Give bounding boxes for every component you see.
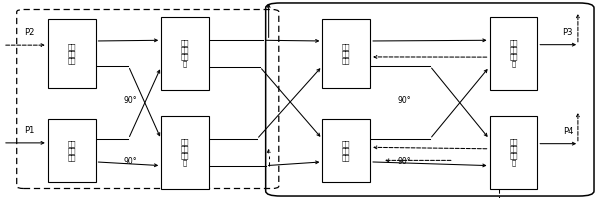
Text: P1: P1 bbox=[24, 126, 34, 135]
FancyBboxPatch shape bbox=[490, 17, 537, 90]
FancyBboxPatch shape bbox=[48, 19, 96, 88]
FancyBboxPatch shape bbox=[161, 116, 209, 189]
Text: 90°: 90° bbox=[124, 157, 137, 166]
FancyBboxPatch shape bbox=[161, 17, 209, 90]
Text: 二级
微波
电桥: 二级 微波 电桥 bbox=[342, 140, 350, 161]
Text: 二级
微波
电桥: 二级 微波 电桥 bbox=[342, 43, 350, 64]
Text: 一级
微波
电桥: 一级 微波 电桥 bbox=[67, 43, 76, 64]
FancyBboxPatch shape bbox=[490, 116, 537, 189]
Text: 一级
功率
合成
器: 一级 功率 合成 器 bbox=[181, 39, 189, 68]
Text: P4: P4 bbox=[563, 127, 573, 136]
FancyBboxPatch shape bbox=[322, 119, 370, 182]
Text: 90°: 90° bbox=[398, 157, 411, 166]
FancyBboxPatch shape bbox=[48, 119, 96, 182]
Text: 二级
功率
合成
器: 二级 功率 合成 器 bbox=[509, 138, 518, 167]
Text: 二级
功率
合成
器: 二级 功率 合成 器 bbox=[509, 39, 518, 68]
Text: P2: P2 bbox=[24, 28, 34, 37]
Text: 90°: 90° bbox=[398, 96, 411, 106]
FancyBboxPatch shape bbox=[322, 19, 370, 88]
Text: 一级
功率
合成
器: 一级 功率 合成 器 bbox=[181, 138, 189, 167]
Text: 90°: 90° bbox=[124, 96, 137, 106]
Text: P3: P3 bbox=[562, 28, 573, 37]
Text: 一级
微波
电桥: 一级 微波 电桥 bbox=[67, 140, 76, 161]
